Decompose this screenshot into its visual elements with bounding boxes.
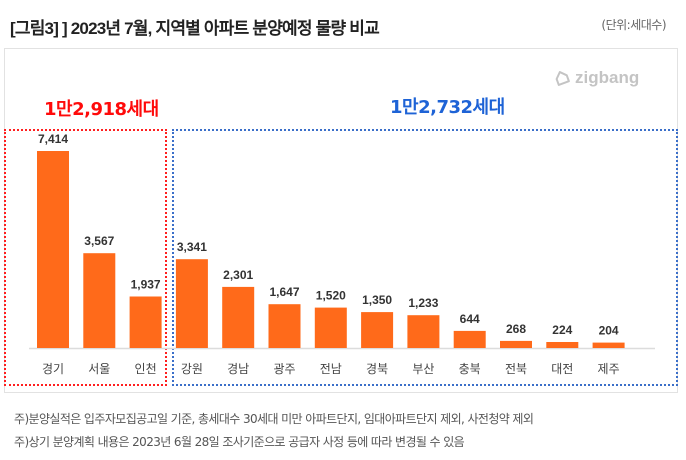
value-label-서울: 3,567 [84, 234, 114, 248]
value-label-경기: 7,414 [38, 132, 68, 146]
bar-경남 [222, 286, 255, 348]
bar-부산 [407, 315, 440, 348]
bar-광주 [268, 304, 301, 348]
value-label-전남: 1,520 [316, 289, 346, 303]
bar-서울 [83, 253, 116, 348]
category-label-광주: 광주 [273, 362, 295, 376]
bar-경북 [361, 312, 394, 348]
zigbang-logo: zigbang [553, 68, 639, 88]
bar-경기 [37, 151, 69, 348]
capital-region-box [4, 129, 167, 386]
logo-text: zigbang [575, 68, 640, 87]
category-label-대전: 대전 [551, 362, 573, 376]
chart-title: [그림3] ] 2023년 7월, 지역별 아파트 분양예정 물량 비교 [10, 19, 380, 38]
value-label-전북: 268 [506, 322, 526, 336]
footnote-1: 주)분양실적은 입주자모집공고일 기준, 총세대수 30세대 미만 아파트단지,… [14, 412, 534, 426]
category-label-경기: 경기 [42, 362, 64, 376]
value-label-강원: 3,341 [177, 240, 207, 254]
bar-전북 [500, 340, 532, 348]
bar-전남 [314, 307, 347, 348]
footnote-2: 주)상기 분양계획 내용은 2023년 6월 28일 조사기준으로 공급자 사정… [14, 435, 465, 449]
value-label-대전: 224 [552, 323, 572, 337]
category-label-인천: 인천 [135, 361, 157, 376]
value-label-충북: 644 [460, 312, 480, 326]
category-label-전남: 전남 [320, 362, 342, 376]
value-label-경남: 2,301 [223, 268, 253, 282]
category-labels-group: 경기 서울 인천 강원 경남 광주 전남 경북 부산 충북 전북 대전 제주 [42, 361, 620, 376]
bar-인천 [129, 296, 162, 348]
unit-label: (단위:세대수) [601, 18, 666, 32]
category-label-충북: 충북 [459, 362, 481, 376]
category-label-제주: 제주 [598, 362, 620, 376]
category-label-경남: 경남 [227, 362, 249, 376]
value-label-부산: 1,233 [408, 296, 438, 310]
capital-region-total: 1만2,918세대 [44, 99, 159, 120]
value-label-제주: 204 [599, 324, 619, 338]
category-label-전북: 전북 [505, 362, 527, 376]
category-label-부산: 부산 [412, 362, 434, 376]
value-label-인천: 1,937 [131, 278, 161, 292]
category-label-경북: 경북 [366, 362, 388, 376]
value-labels-group: 7,414 3,567 1,937 3,341 2,301 1,647 1,520 1,350… [38, 132, 619, 338]
bar-충북 [453, 330, 486, 348]
value-label-경북: 1,350 [362, 293, 392, 307]
zigbang-logo-icon [555, 71, 570, 86]
category-label-강원: 강원 [181, 362, 203, 376]
bar-대전 [546, 342, 579, 348]
bar-제주 [592, 342, 625, 348]
value-label-광주: 1,647 [269, 285, 299, 299]
category-label-서울: 서울 [88, 362, 110, 376]
bars-group [37, 151, 625, 348]
non-capital-region-box [172, 129, 678, 386]
bar-강원 [175, 259, 208, 348]
non-capital-region-total: 1만2,732세대 [390, 97, 505, 118]
